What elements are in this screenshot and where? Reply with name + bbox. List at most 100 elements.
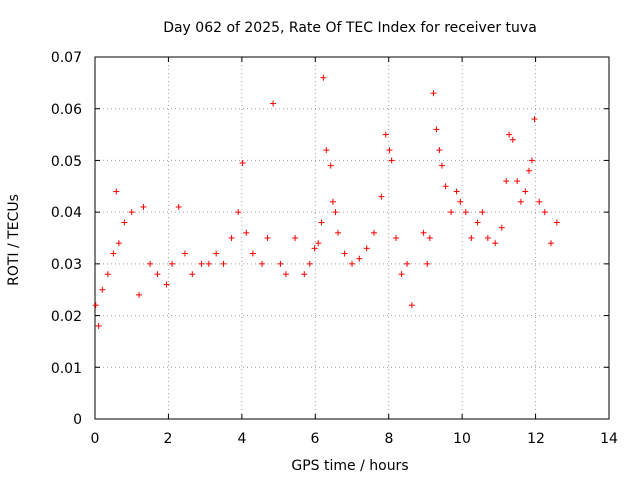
x-tick-labels: 0 2 4 6 8 10 12 14 bbox=[91, 431, 618, 447]
data-point bbox=[484, 235, 491, 241]
x-tick-label-14: 14 bbox=[600, 431, 618, 447]
data-point bbox=[408, 302, 415, 309]
data-point bbox=[136, 291, 143, 298]
y-tick-label-0-03: 0.03 bbox=[51, 257, 82, 273]
data-point bbox=[318, 219, 325, 226]
data-point bbox=[95, 322, 102, 329]
y-tick-label-0-06: 0.06 bbox=[51, 102, 82, 118]
data-point bbox=[292, 235, 299, 241]
data-point bbox=[436, 147, 443, 154]
data-point bbox=[205, 260, 212, 267]
data-point bbox=[220, 260, 227, 267]
data-point bbox=[341, 250, 348, 257]
data-point bbox=[426, 235, 433, 241]
data-point bbox=[457, 198, 464, 205]
data-point bbox=[270, 100, 277, 107]
data-point bbox=[547, 240, 554, 247]
data-point bbox=[525, 167, 532, 174]
data-point bbox=[498, 224, 505, 231]
data-point bbox=[404, 260, 411, 267]
data-point bbox=[213, 250, 220, 257]
data-point bbox=[462, 209, 469, 216]
x-tick-label-2: 2 bbox=[164, 431, 173, 447]
data-point bbox=[301, 271, 308, 278]
data-point bbox=[398, 271, 405, 278]
data-point bbox=[424, 260, 431, 267]
data-point bbox=[474, 219, 481, 226]
data-point bbox=[163, 281, 170, 288]
y-tick-label-0-04: 0.04 bbox=[51, 205, 82, 221]
data-point bbox=[311, 245, 318, 252]
data-point bbox=[259, 260, 266, 267]
data-point bbox=[306, 260, 313, 267]
x-tick-label-12: 12 bbox=[527, 431, 545, 447]
data-point bbox=[189, 271, 196, 278]
y-tick-label-0-02: 0.02 bbox=[51, 309, 82, 325]
data-point bbox=[514, 178, 521, 185]
data-point bbox=[378, 193, 385, 200]
data-point bbox=[522, 188, 529, 195]
data-point bbox=[110, 250, 117, 257]
data-point bbox=[536, 198, 543, 205]
data-point bbox=[282, 271, 289, 278]
data-point bbox=[363, 245, 370, 252]
data-point bbox=[433, 126, 440, 133]
x-axis-label: GPS time / hours bbox=[291, 458, 408, 474]
data-point bbox=[228, 235, 235, 241]
data-point bbox=[553, 219, 560, 226]
data-point bbox=[128, 209, 135, 216]
data-point bbox=[323, 147, 330, 154]
data-point bbox=[181, 250, 188, 257]
data-point bbox=[104, 271, 111, 278]
y-tick-label-0: 0 bbox=[73, 412, 82, 428]
data-point bbox=[438, 162, 445, 169]
data-point bbox=[329, 198, 336, 205]
data-point bbox=[315, 240, 322, 247]
data-point bbox=[388, 157, 395, 164]
data-point bbox=[264, 235, 271, 241]
data-point bbox=[356, 255, 363, 262]
data-point bbox=[382, 131, 389, 138]
data-point bbox=[531, 116, 538, 123]
data-point bbox=[503, 178, 510, 185]
data-point bbox=[393, 235, 400, 241]
data-point bbox=[239, 160, 246, 167]
data-point bbox=[243, 229, 250, 236]
data-point bbox=[332, 209, 339, 216]
data-point bbox=[506, 131, 513, 138]
y-tick-labels: 0 0.01 0.02 0.03 0.04 0.05 0.06 0.07 bbox=[51, 50, 82, 428]
data-point bbox=[468, 235, 475, 241]
data-point bbox=[277, 260, 284, 267]
data-point bbox=[453, 188, 460, 195]
y-tick-label-0-05: 0.05 bbox=[51, 154, 82, 170]
data-point bbox=[509, 136, 516, 143]
data-point bbox=[349, 260, 355, 267]
x-tick-label-4: 4 bbox=[238, 431, 247, 447]
data-point bbox=[371, 229, 378, 236]
data-point bbox=[113, 188, 120, 195]
data-point bbox=[442, 183, 449, 190]
y-tick-label-0-07: 0.07 bbox=[51, 50, 82, 66]
grid-lines bbox=[95, 57, 609, 419]
data-point bbox=[448, 209, 455, 216]
x-tick-label-6: 6 bbox=[311, 431, 320, 447]
data-point bbox=[327, 162, 334, 169]
data-point bbox=[492, 240, 499, 247]
data-point bbox=[235, 209, 242, 216]
data-point bbox=[169, 260, 176, 267]
data-point bbox=[420, 229, 427, 236]
x-tick-label-10: 10 bbox=[453, 431, 471, 447]
data-point bbox=[198, 260, 205, 267]
y-tick-label-0-01: 0.01 bbox=[51, 361, 82, 377]
data-point bbox=[430, 90, 437, 97]
data-point bbox=[121, 219, 128, 226]
data-point bbox=[154, 271, 161, 278]
data-point bbox=[249, 250, 256, 257]
data-point bbox=[386, 147, 393, 154]
data-point bbox=[92, 302, 99, 309]
data-point bbox=[335, 229, 342, 236]
data-point bbox=[99, 286, 106, 293]
tick-marks bbox=[94, 56, 610, 420]
data-point bbox=[541, 209, 548, 216]
